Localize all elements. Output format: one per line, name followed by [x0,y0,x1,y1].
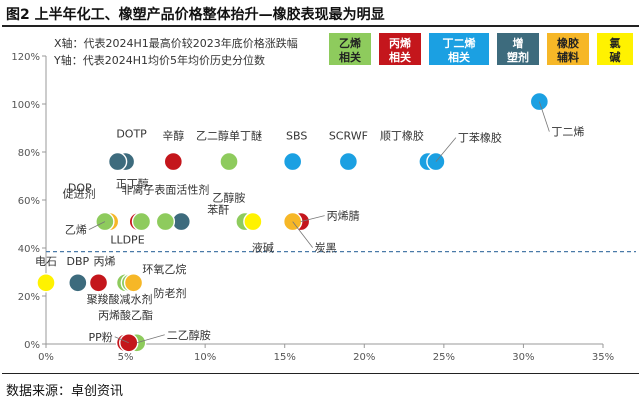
point-label: 苯酐 [207,203,229,217]
legend-label: 丁二烯 [443,36,476,50]
data-point [243,211,263,232]
scatter-chart: 0% 5% 10% 15% 20% 25% 30% 35% 0% 20% 40% 60% 80% 100%… [11,31,636,363]
x-tick-label: 20% [353,352,375,363]
y-tick-label: 120% [11,52,40,63]
source-divider [2,373,639,374]
point-label: 丁苯橡胶 [458,131,502,145]
point-label: 二乙醇胺 [167,328,211,342]
point-label: 液碱 [252,241,274,255]
legend-label: 增 [513,36,524,50]
point-label: 丁二烯 [551,126,584,139]
x-tick-label: 5% [118,352,134,363]
label-leader-line [435,137,457,162]
legend-label: 橡胶 [557,36,579,50]
y-tick-label: 60% [18,196,40,207]
y-tick-label: 0% [24,340,40,351]
x-tick-label: 30% [512,352,534,363]
x-tick-label: 35% [592,352,614,363]
point-label: PP粉 [88,331,112,344]
legend-label: 相关 [339,50,361,64]
label-leader-line [88,221,106,230]
label-leader-line [136,334,165,344]
y-tick-label: 20% [18,292,40,303]
y-axis-note: Y轴：代表2024H1均价5年均价历史分位数 [53,53,265,67]
legend-label: 塑剂 [507,50,529,64]
point-label: 促进剂 [63,187,96,201]
point-label: LLDPE [110,234,144,247]
label-leader-line [538,101,550,132]
point-label: 丙烯 [94,255,116,268]
point-label: 乙醇胺 [212,191,245,205]
axis-notes: X轴：代表2024H1最高价较2023年底价格涨跌幅 Y轴：代表2024H1均价… [53,36,298,67]
point-label: 乙烯 [65,224,87,237]
point-label: 聚羧酸减水剂 [87,292,153,306]
legend-label: 碱 [610,50,621,64]
legend-swatch [595,31,635,67]
source-note: 数据来源：卓创资讯 [6,384,124,399]
title-divider [2,25,639,27]
legend-swatch [427,31,491,67]
legend-swatch [545,31,591,67]
point-label: 丙烯酸乙酯 [98,308,153,322]
data-point [107,151,128,172]
axes: 0% 5% 10% 15% 20% 25% 30% 35% 0% 20% 40% 60% 80% 100%… [11,52,614,363]
point-label: SCRWF [329,130,368,143]
point-label: DBP [67,255,90,268]
point-label: 正丁醇 [116,177,149,191]
point-label: DOTP [116,128,147,141]
point-label: 环氧乙烷 [142,262,186,276]
data-points [36,91,550,353]
data-point [282,151,303,172]
data-point [338,151,359,172]
point-label: 辛醇 [162,129,184,143]
point-label: 丙烯腈 [327,210,360,223]
label-leader-line [292,221,313,248]
point-label: 防老剂 [154,286,187,300]
legend-swatch [377,31,423,67]
point-label: 顺丁橡胶 [380,129,424,143]
legend-label: 丙烯 [389,36,411,50]
point-label: SBS [286,130,307,143]
point-label: 非离子表面活性剂 [121,183,209,197]
point-label: 乙二醇单丁醚 [196,129,262,143]
point-label: 炭黑 [315,242,337,255]
legend-label: 氯 [610,36,621,50]
data-point [68,273,88,293]
data-point [155,211,176,232]
x-tick-label: 10% [194,352,216,363]
label-leader-line [300,215,325,222]
x-tick-label: 25% [433,352,455,363]
x-tick-label: 0% [38,352,54,363]
legend-label: 乙烯 [339,36,361,50]
y-tick-label: 40% [18,244,40,255]
x-axis-note: X轴：代表2024H1最高价较2023年底价格涨跌幅 [54,36,298,50]
label-leader-line [114,336,129,344]
figure-title: 图2 上半年化工、橡塑产品价格整体抬升—橡胶表现最为明显 [6,7,385,23]
legend-label: 相关 [448,50,470,64]
data-point [131,211,152,232]
data-point [88,273,109,293]
point-label: DOP [68,182,92,195]
data-point [219,151,239,172]
legend-label: 辅料 [557,50,579,64]
legend-label: 相关 [389,50,411,64]
data-point [123,273,144,293]
x-tick-label: 15% [274,352,296,363]
data-point [163,151,184,172]
y-tick-label: 100% [11,100,40,111]
point-label: 电石 [35,255,57,268]
data-point [36,273,56,293]
legend-swatch [327,31,373,67]
legend-swatch [495,31,541,67]
y-tick-label: 80% [18,148,40,159]
